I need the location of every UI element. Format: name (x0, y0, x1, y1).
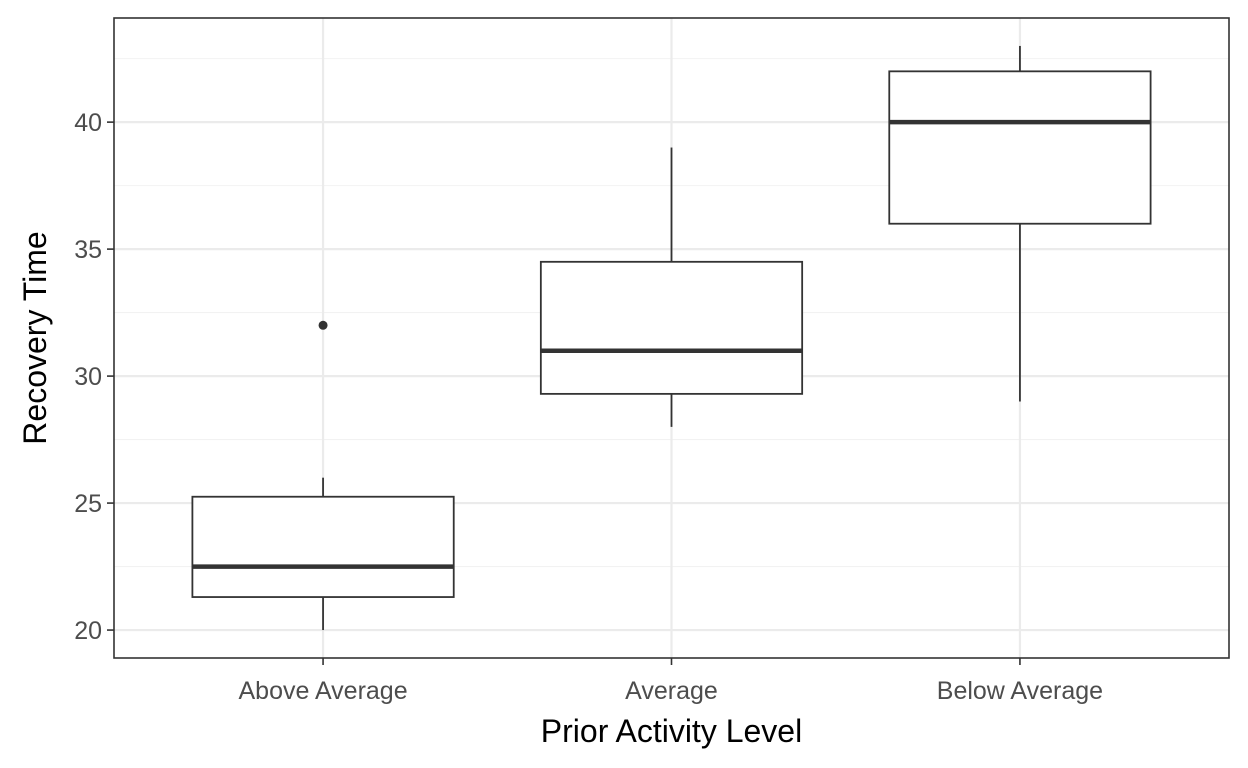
tick-layer: 20 25 30 35 40 Above Average Average Below Aver… (74, 109, 1103, 705)
y-tick-label: 40 (74, 109, 102, 137)
x-axis-title: Prior Activity Level (541, 713, 802, 749)
box-layer (191, 45, 1152, 631)
y-tick-label: 30 (74, 363, 102, 391)
y-tick-label: 35 (74, 236, 102, 264)
y-axis-title: Recovery Time (17, 231, 53, 444)
x-tick-label: Below Average (937, 677, 1103, 705)
x-tick-label: Above Average (239, 677, 408, 705)
outlier-point (318, 320, 328, 330)
y-tick-label: 20 (74, 617, 102, 645)
box-iqr (191, 495, 455, 598)
y-tick-label: 25 (74, 490, 102, 518)
box-iqr (888, 70, 1152, 225)
box-iqr (539, 260, 804, 395)
x-tick-label: Average (625, 677, 718, 705)
